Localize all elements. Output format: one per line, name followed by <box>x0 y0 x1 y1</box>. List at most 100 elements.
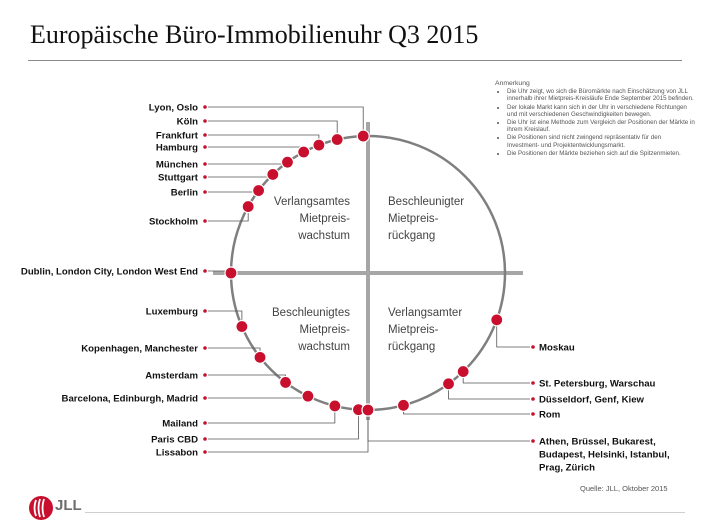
market-label: Mailand <box>162 419 198 430</box>
note-item: Der lokale Markt kann sich in der Uhr in… <box>507 104 695 118</box>
leader-line <box>208 347 261 358</box>
market-marker <box>297 145 311 159</box>
leader-line <box>367 410 530 442</box>
market-marker <box>266 167 280 182</box>
leader-start <box>203 421 207 425</box>
market-label: München <box>156 160 198 171</box>
notes-box: Anmerkung Die Uhr zeigt, wo sich die Bür… <box>495 80 695 158</box>
market-label: Athen, Brüssel, Bukarest, <box>539 437 656 448</box>
market-label: Berlin <box>171 188 198 199</box>
market-label: Prag, Zürich <box>539 463 595 474</box>
note-item: Die Uhr ist eine Methode zum Vergleich d… <box>507 119 695 133</box>
market-label: Kopenhagen, Manchester <box>81 344 198 355</box>
leader-line <box>208 190 259 193</box>
title-divider <box>28 60 682 61</box>
note-item: Die Positionen der Märkte beziehen sich … <box>507 150 695 157</box>
leader-start <box>203 119 207 123</box>
notes-heading: Anmerkung <box>495 80 530 87</box>
quadrant-label-top-right: Mietpreis- <box>388 213 439 225</box>
market-marker <box>361 403 375 417</box>
market-label: Moskau <box>539 343 575 354</box>
leader-line <box>208 120 338 140</box>
market-marker <box>253 350 267 364</box>
note-item: Die Positionen sind nicht zwingend reprä… <box>507 134 695 148</box>
market-label: Dublin, London City, London West End <box>21 267 198 278</box>
market-marker <box>490 313 504 327</box>
quadrant-label-bottom-right: Verlangsamter <box>388 307 462 319</box>
leader-start <box>203 219 207 223</box>
quadrant-label-bottom-left: wachstum <box>297 341 350 353</box>
footer-divider <box>85 512 685 513</box>
market-label: Stuttgart <box>158 173 199 184</box>
market-marker <box>312 138 326 152</box>
quadrant-label-top-left: wachstum <box>297 230 350 242</box>
market-marker <box>456 364 470 379</box>
market-marker <box>356 129 370 143</box>
leader-start <box>203 133 207 137</box>
leader-line <box>208 146 305 153</box>
leader-start <box>203 396 207 400</box>
leader-start <box>203 269 207 273</box>
leader-start <box>203 346 207 350</box>
market-label: Hamburg <box>156 143 198 154</box>
market-marker <box>235 319 249 334</box>
market-marker <box>280 155 295 169</box>
market-label: Frankfurt <box>156 131 199 142</box>
quadrant-label-bottom-right: rückgang <box>388 341 435 353</box>
market-label: Paris CBD <box>151 435 198 446</box>
market-label: Lyon, Oslo <box>149 103 198 114</box>
market-label: Luxemburg <box>146 307 198 318</box>
notes-list: Die Uhr zeigt, wo sich die Büromärkte na… <box>495 88 695 157</box>
quadrant-label-bottom-left: Beschleunigtes <box>272 307 350 319</box>
leader-line <box>208 106 364 137</box>
leader-start <box>531 439 535 443</box>
leader-start <box>531 412 535 416</box>
market-marker <box>330 132 344 147</box>
market-marker <box>301 389 315 403</box>
leader-start <box>203 373 207 377</box>
market-marker <box>241 199 255 214</box>
quadrant-label-bottom-right: Mietpreis- <box>388 324 439 336</box>
leader-line <box>208 134 320 146</box>
leader-line <box>403 405 530 415</box>
leader-start <box>203 190 207 194</box>
market-marker <box>251 183 266 198</box>
market-label: Rom <box>539 410 560 421</box>
leader-start <box>203 105 207 109</box>
leader-start <box>531 345 535 349</box>
quadrant-label-top-left: Mietpreis- <box>300 213 351 225</box>
source-note: Quelle: JLL, Oktober 2015 <box>580 484 668 493</box>
leader-line <box>208 162 288 165</box>
jll-logo-text: JLL <box>55 497 82 514</box>
market-label: St. Petersburg, Warschau <box>539 379 656 390</box>
market-label: Köln <box>177 117 198 128</box>
quadrant-label-top-right: rückgang <box>388 230 435 242</box>
leader-line <box>496 319 530 348</box>
leader-start <box>203 162 207 166</box>
leader-start <box>203 145 207 149</box>
leader-start <box>531 397 535 401</box>
leader-line <box>208 409 359 440</box>
note-item: Die Uhr zeigt, wo sich die Büromärkte na… <box>507 88 695 102</box>
quadrant-label-bottom-left: Mietpreis- <box>300 324 351 336</box>
market-label: Budapest, Helsinki, Istanbul, <box>539 450 670 461</box>
market-label: Lissabon <box>156 448 198 459</box>
leader-line <box>208 174 274 178</box>
market-label: Barcelona, Edinburgh, Madrid <box>62 394 199 405</box>
market-label: Amsterdam <box>145 371 198 382</box>
market-label: Düsseldorf, Genf, Kiew <box>539 395 645 406</box>
leader-line <box>448 383 530 400</box>
market-marker <box>396 398 411 412</box>
leader-line <box>208 410 369 453</box>
market-marker <box>328 399 342 413</box>
leader-start <box>203 309 207 313</box>
leader-start <box>203 437 207 441</box>
jll-logo-icon <box>29 496 53 520</box>
quadrant-label-top-left: Verlangsamtes <box>274 196 350 208</box>
page-title: Europäische Büro-Immobilienuhr Q3 2015 <box>30 20 479 49</box>
leader-line <box>208 374 286 383</box>
leader-line <box>208 405 336 424</box>
leader-line <box>462 371 530 384</box>
quadrant-label-top-right: Beschleunigter <box>388 196 464 208</box>
